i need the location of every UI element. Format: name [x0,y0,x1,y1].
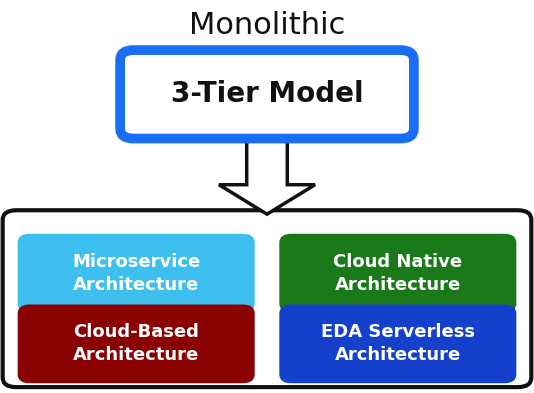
Text: Microservice
Architecture: Microservice Architecture [72,253,200,294]
FancyBboxPatch shape [120,50,414,139]
Text: Cloud-Based
Architecture: Cloud-Based Architecture [73,323,199,364]
Text: 3-Tier Model: 3-Tier Model [171,80,363,108]
Text: Cloud Native
Architecture: Cloud Native Architecture [333,253,462,294]
FancyBboxPatch shape [19,235,254,311]
Text: Monolithic: Monolithic [189,11,345,40]
FancyBboxPatch shape [19,306,254,382]
FancyBboxPatch shape [280,235,515,311]
Polygon shape [219,129,315,214]
FancyBboxPatch shape [280,306,515,382]
Text: EDA Serverless
Architecture: EDA Serverless Architecture [321,323,475,364]
FancyBboxPatch shape [3,210,531,387]
